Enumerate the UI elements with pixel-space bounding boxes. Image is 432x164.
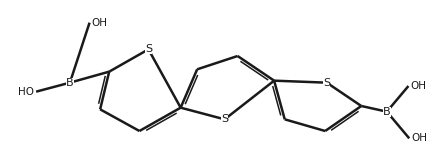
Text: S: S [323,78,330,88]
Text: HO: HO [18,87,34,97]
Text: B: B [383,107,391,117]
Text: OH: OH [92,18,108,28]
Text: OH: OH [410,81,426,91]
Text: S: S [145,44,152,54]
Text: S: S [221,114,228,124]
Text: OH: OH [411,133,427,143]
Text: B: B [66,78,74,88]
